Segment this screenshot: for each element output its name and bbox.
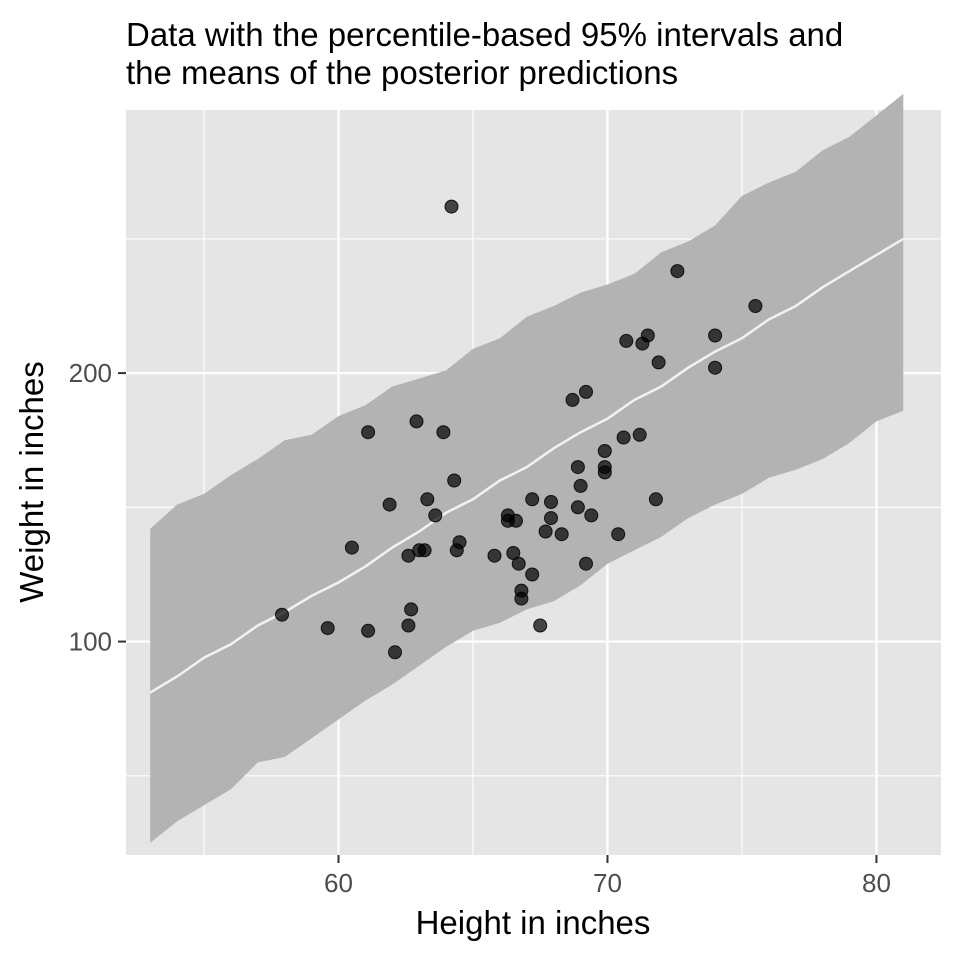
data-point bbox=[670, 264, 685, 279]
data-point bbox=[616, 430, 631, 445]
data-point bbox=[320, 621, 335, 636]
data-point bbox=[533, 618, 548, 633]
data-point bbox=[417, 543, 432, 558]
data-point bbox=[361, 623, 376, 638]
data-point bbox=[570, 460, 585, 475]
data-point bbox=[444, 199, 459, 214]
data-point bbox=[525, 567, 540, 582]
data-point bbox=[584, 508, 599, 523]
data-point bbox=[632, 427, 647, 442]
data-point bbox=[511, 556, 526, 571]
data-point bbox=[436, 425, 451, 440]
x-axis: 60 70 80 bbox=[324, 855, 891, 898]
data-point bbox=[361, 425, 376, 440]
data-point bbox=[344, 540, 359, 555]
data-point bbox=[487, 548, 502, 563]
data-point bbox=[554, 527, 569, 542]
data-point bbox=[401, 618, 416, 633]
data-point bbox=[579, 384, 593, 399]
data-point bbox=[420, 492, 435, 507]
data-point bbox=[404, 602, 419, 617]
y-axis-title: Weight in inches bbox=[13, 361, 50, 603]
y-tick-label: 100 bbox=[69, 627, 112, 657]
data-point bbox=[538, 524, 553, 539]
chart-title-line-2: the means of the posterior predictions bbox=[126, 54, 678, 91]
data-point bbox=[570, 500, 585, 515]
data-point bbox=[597, 465, 612, 480]
y-tick-label: 200 bbox=[69, 358, 112, 388]
x-axis-title: Height in inches bbox=[416, 904, 651, 941]
data-point bbox=[525, 492, 540, 507]
data-point bbox=[648, 492, 663, 507]
data-point bbox=[565, 392, 580, 407]
data-point bbox=[579, 556, 593, 571]
data-point bbox=[544, 511, 558, 526]
data-point bbox=[509, 513, 523, 528]
y-axis: 100 200 bbox=[69, 358, 126, 657]
data-point bbox=[388, 645, 402, 660]
data-point bbox=[640, 328, 655, 343]
data-point bbox=[708, 328, 723, 343]
x-tick-label: 70 bbox=[593, 868, 622, 898]
x-tick-label: 80 bbox=[862, 868, 891, 898]
chart-title-line-1: Data with the percentile-based 95% inter… bbox=[126, 16, 843, 53]
data-point bbox=[514, 583, 529, 598]
data-point bbox=[708, 360, 723, 375]
data-point bbox=[544, 495, 558, 509]
data-point bbox=[452, 535, 467, 550]
data-point bbox=[651, 355, 666, 370]
data-points bbox=[275, 199, 763, 660]
data-point bbox=[748, 299, 763, 313]
data-point bbox=[275, 607, 289, 622]
data-point bbox=[573, 478, 588, 493]
x-tick-label: 60 bbox=[324, 868, 353, 898]
data-point bbox=[619, 333, 634, 348]
data-point bbox=[382, 497, 397, 512]
data-point bbox=[409, 414, 424, 429]
data-point bbox=[447, 473, 462, 488]
data-point bbox=[611, 527, 626, 542]
data-point bbox=[428, 508, 443, 523]
data-point bbox=[597, 444, 612, 458]
